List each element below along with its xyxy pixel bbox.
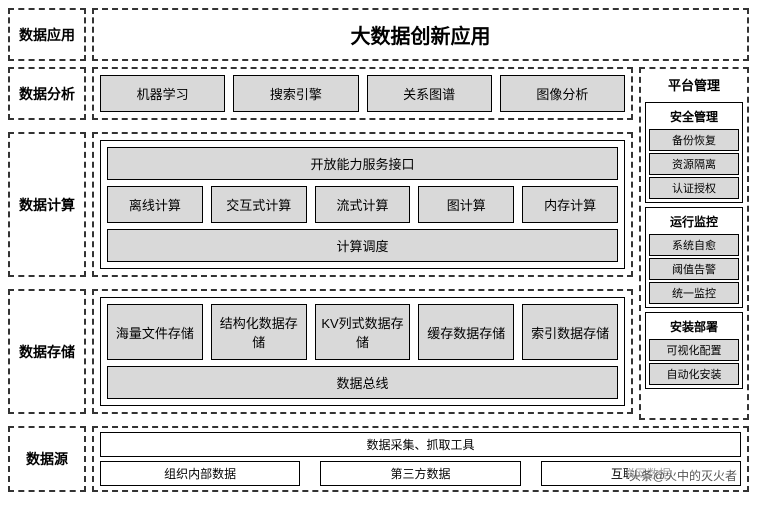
storage-item: 索引数据存储	[522, 304, 618, 360]
layer-app: 数据应用 大数据创新应用	[8, 8, 749, 61]
analysis-row: 机器学习 搜索引擎 关系图谱 图像分析	[100, 75, 625, 112]
source-item: 第三方数据	[320, 461, 520, 486]
main-title: 大数据创新应用	[92, 8, 749, 61]
sidebar-item: 可视化配置	[649, 339, 739, 361]
layer-label-compute: 数据计算	[8, 132, 86, 277]
compute-row: 离线计算 交互式计算 流式计算 图计算 内存计算	[107, 186, 618, 223]
compute-inner-group: 开放能力服务接口 离线计算 交互式计算 流式计算 图计算 内存计算 计算调度	[100, 140, 625, 269]
sidebar-group-monitor: 运行监控 系统自愈 阈值告警 统一监控	[645, 207, 743, 308]
sidebar-item: 统一监控	[649, 282, 739, 304]
left-stack: 数据分析 机器学习 搜索引擎 关系图谱 图像分析 数据计算 开放能力服务接口 离…	[8, 67, 633, 420]
storage-item: KV列式数据存储	[315, 304, 411, 360]
analysis-item: 机器学习	[100, 75, 225, 112]
watermark: 头条@火中的灭火者	[629, 467, 737, 484]
storage-item: 结构化数据存储	[211, 304, 307, 360]
sidebar-item: 认证授权	[649, 177, 739, 199]
compute-bottom: 计算调度	[107, 229, 618, 262]
layer-label-analysis: 数据分析	[8, 67, 86, 120]
storage-bottom: 数据总线	[107, 366, 618, 399]
layer-analysis: 数据分析 机器学习 搜索引擎 关系图谱 图像分析	[8, 67, 633, 120]
analysis-item: 搜索引擎	[233, 75, 358, 112]
sidebar-group-install: 安装部署 可视化配置 自动化安装	[645, 312, 743, 389]
layer-source: 数据源 数据采集、抓取工具 组织内部数据 第三方数据 互联网数据 头条@火中的灭…	[8, 426, 749, 492]
storage-row: 海量文件存储 结构化数据存储 KV列式数据存储 缓存数据存储 索引数据存储	[107, 304, 618, 360]
compute-item: 内存计算	[522, 186, 618, 223]
compute-item: 图计算	[418, 186, 514, 223]
storage-inner-group: 海量文件存储 结构化数据存储 KV列式数据存储 缓存数据存储 索引数据存储 数据…	[100, 297, 625, 406]
layer-content-analysis: 机器学习 搜索引擎 关系图谱 图像分析	[92, 67, 633, 120]
layer-content-compute: 开放能力服务接口 离线计算 交互式计算 流式计算 图计算 内存计算 计算调度	[92, 132, 633, 277]
analysis-item: 图像分析	[500, 75, 625, 112]
sidebar-item: 自动化安装	[649, 363, 739, 385]
sidebar-group-security: 安全管理 备份恢复 资源隔离 认证授权	[645, 102, 743, 203]
compute-item: 交互式计算	[211, 186, 307, 223]
layer-compute: 数据计算 开放能力服务接口 离线计算 交互式计算 流式计算 图计算 内存计算 计…	[8, 132, 633, 277]
analysis-item: 关系图谱	[367, 75, 492, 112]
compute-item: 离线计算	[107, 186, 203, 223]
sidebar-item: 备份恢复	[649, 129, 739, 151]
sidebar-item: 资源隔离	[649, 153, 739, 175]
sidebar-group-title: 安装部署	[649, 316, 739, 337]
source-top: 数据采集、抓取工具	[100, 432, 741, 457]
storage-item: 缓存数据存储	[418, 304, 514, 360]
compute-item: 流式计算	[315, 186, 411, 223]
sidebar-group-title: 运行监控	[649, 211, 739, 232]
sidebar-item: 阈值告警	[649, 258, 739, 280]
sidebar-title: 平台管理	[645, 73, 743, 98]
storage-item: 海量文件存储	[107, 304, 203, 360]
layer-storage: 数据存储 海量文件存储 结构化数据存储 KV列式数据存储 缓存数据存储 索引数据…	[8, 289, 633, 414]
layer-content-storage: 海量文件存储 结构化数据存储 KV列式数据存储 缓存数据存储 索引数据存储 数据…	[92, 289, 633, 414]
layer-label-source: 数据源	[8, 426, 86, 492]
compute-top: 开放能力服务接口	[107, 147, 618, 180]
sidebar-item: 系统自愈	[649, 234, 739, 256]
sidebar-group-title: 安全管理	[649, 106, 739, 127]
layer-label-storage: 数据存储	[8, 289, 86, 414]
sidebar-platform: 平台管理 安全管理 备份恢复 资源隔离 认证授权 运行监控 系统自愈 阈值告警 …	[639, 67, 749, 420]
source-item: 组织内部数据	[100, 461, 300, 486]
main-area: 数据分析 机器学习 搜索引擎 关系图谱 图像分析 数据计算 开放能力服务接口 离…	[8, 67, 749, 420]
layer-label-app: 数据应用	[8, 8, 86, 61]
layer-content-source: 数据采集、抓取工具 组织内部数据 第三方数据 互联网数据 头条@火中的灭火者	[92, 426, 749, 492]
